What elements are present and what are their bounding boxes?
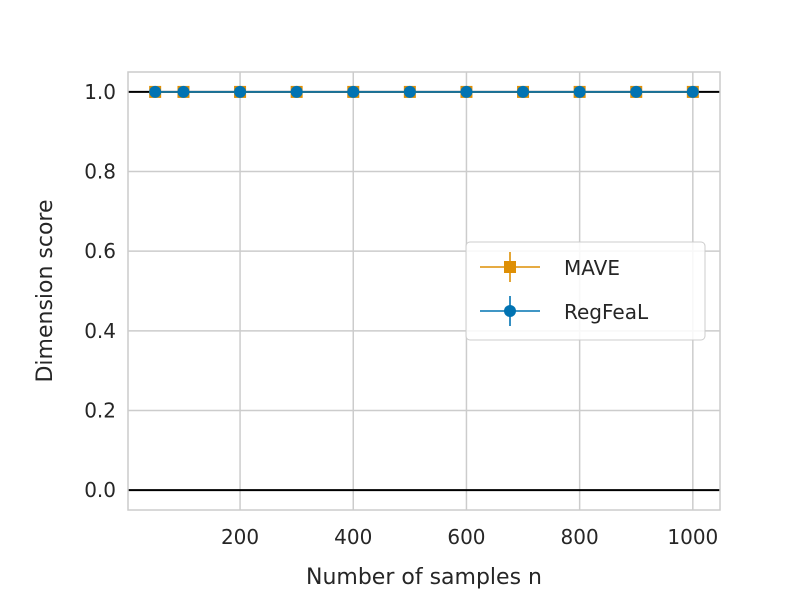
y-tick-label: 0.8 [84, 160, 116, 184]
legend-label: MAVE [564, 256, 620, 280]
y-tick-label: 0.2 [84, 398, 116, 422]
data-point [517, 85, 530, 98]
data-point [573, 85, 586, 98]
x-tick-label: 600 [447, 525, 485, 549]
data-point [290, 85, 303, 98]
x-tick-label: 200 [221, 525, 259, 549]
plot-frame [127, 71, 721, 511]
legend: MAVE RegFeaL [465, 241, 706, 341]
y-tick-label: 0.6 [84, 239, 116, 263]
data-point [149, 85, 162, 98]
data-point [347, 85, 360, 98]
data-point [234, 85, 247, 98]
series-layer [149, 85, 699, 98]
data-point [403, 85, 416, 98]
data-point [686, 85, 699, 98]
legend-marker [504, 261, 516, 273]
x-tick-labels: 200 400 600 800 1000 [221, 525, 718, 549]
y-tick-label: 0.4 [84, 319, 116, 343]
y-tick-labels: 0.0 0.2 0.4 0.6 0.8 1.0 [84, 80, 116, 502]
data-point [177, 85, 190, 98]
data-point [630, 85, 643, 98]
legend-item: RegFeaL [480, 296, 649, 326]
x-tick-label: 1000 [667, 525, 718, 549]
x-tick-label: 800 [561, 525, 599, 549]
legend-item: MAVE [480, 252, 620, 282]
y-tick-label: 0.0 [84, 478, 116, 502]
y-axis-label: Dimension score [33, 199, 58, 382]
legend-marker [504, 305, 516, 317]
series-regfeal [149, 85, 699, 98]
legend-label: RegFeaL [564, 300, 649, 324]
x-tick-label: 400 [334, 525, 372, 549]
data-point [460, 85, 473, 98]
y-tick-label: 1.0 [84, 80, 116, 104]
x-axis-label: Number of samples n [306, 565, 542, 590]
